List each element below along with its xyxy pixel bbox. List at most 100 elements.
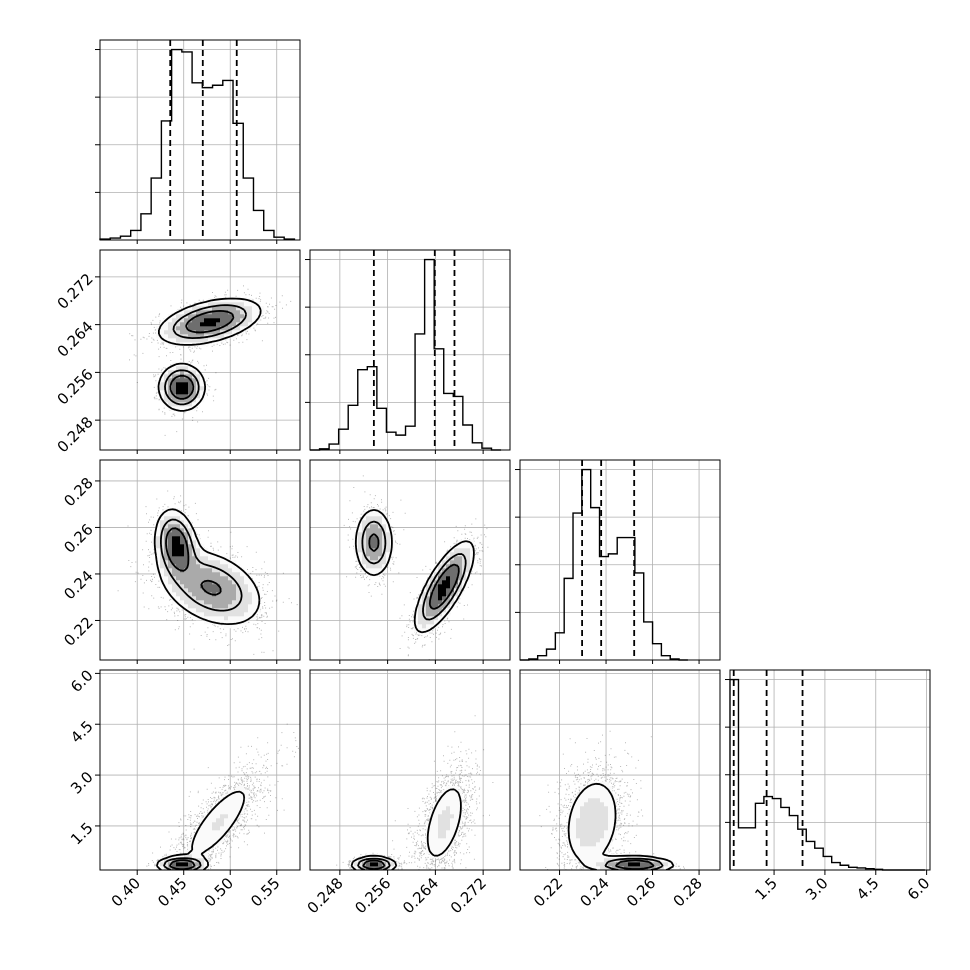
density-cell (612, 814, 617, 819)
density-cell (446, 608, 451, 613)
density-cell (442, 798, 447, 803)
density-cell (382, 564, 387, 569)
density-cell (236, 620, 241, 625)
density-cell (192, 560, 197, 565)
density-cell (188, 580, 193, 585)
density-cell (184, 568, 189, 573)
density-cell (656, 862, 661, 867)
density-cell (386, 524, 391, 529)
density-cell (592, 810, 597, 815)
density-cell (196, 552, 201, 557)
density-cell (216, 806, 221, 811)
density-cell (220, 802, 225, 807)
density-cell (366, 532, 371, 537)
density-cell (192, 608, 197, 613)
density-cell (260, 306, 265, 311)
density-cell (200, 326, 205, 331)
density-cell (366, 524, 371, 529)
density-cell (244, 600, 249, 605)
density-cell (180, 528, 185, 533)
density-cell (204, 584, 209, 589)
density-cell (386, 532, 391, 537)
density-cell (236, 576, 241, 581)
density-cell (438, 846, 443, 851)
density-cell (572, 814, 577, 819)
density-cell (216, 560, 221, 565)
density-cell (430, 846, 435, 851)
density-cell (450, 802, 455, 807)
density-cell (584, 810, 589, 815)
density-cell (584, 802, 589, 807)
density-cell (188, 560, 193, 565)
density-cell (414, 628, 419, 633)
density-cell (580, 830, 585, 835)
density-cell (426, 620, 431, 625)
density-cell (354, 552, 359, 557)
density-cell (438, 818, 443, 823)
density-cell (438, 806, 443, 811)
density-cell (220, 572, 225, 577)
density-cell (220, 584, 225, 589)
contour-level-2 (614, 859, 655, 870)
density-cell (588, 786, 593, 791)
density-cell (252, 584, 257, 589)
density-cell (382, 520, 387, 525)
density-cell (370, 568, 375, 573)
density-cell (454, 572, 459, 577)
contour-level-0 (350, 788, 462, 870)
density-cell (446, 560, 451, 565)
density-cell (588, 798, 593, 803)
density-cell (176, 390, 181, 395)
density-cell (608, 818, 613, 823)
density-cell (442, 818, 447, 823)
density-cell (430, 822, 435, 827)
density-cell (600, 830, 605, 835)
density-cell (422, 596, 427, 601)
density-cell (454, 818, 459, 823)
density-cell (164, 580, 169, 585)
density-cell (248, 604, 253, 609)
density-cell (204, 604, 209, 609)
density-cell (160, 576, 165, 581)
density-cell (208, 314, 213, 319)
density-cell (180, 564, 185, 569)
density-cell (576, 802, 581, 807)
density-cell (604, 866, 609, 870)
density-cell (442, 822, 447, 827)
density-cell (196, 596, 201, 601)
density-cell (204, 342, 209, 347)
density-cell (196, 560, 201, 565)
density-cell (184, 310, 189, 315)
density-cell (208, 608, 213, 613)
density-cell (378, 572, 383, 577)
density-cell (462, 564, 467, 569)
density-cell (192, 592, 197, 597)
x-tick-label: 0.28 (670, 874, 706, 910)
density-cell (184, 390, 189, 395)
density-cell (168, 330, 173, 335)
density-cell (228, 798, 233, 803)
density-cell (240, 330, 245, 335)
density-cell (358, 544, 363, 549)
density-cell (470, 548, 475, 553)
density-cell (204, 552, 209, 557)
density-cell (418, 600, 423, 605)
density-cell (192, 604, 197, 609)
density-cell (580, 826, 585, 831)
density-cell (168, 576, 173, 581)
density-cell (204, 822, 209, 827)
density-cell (584, 862, 589, 867)
density-cell (172, 516, 177, 521)
density-cell (624, 862, 629, 867)
density-cell (236, 802, 241, 807)
density-cell (160, 330, 165, 335)
density-cell (164, 556, 169, 561)
density-cell (358, 858, 363, 863)
density-cell (600, 794, 605, 799)
density-cell (224, 592, 229, 597)
density-cell (220, 318, 225, 323)
scatter-panel-0-2 (95, 459, 301, 661)
density-cell (374, 528, 379, 533)
density-cell (196, 568, 201, 573)
density-cell (228, 822, 233, 827)
